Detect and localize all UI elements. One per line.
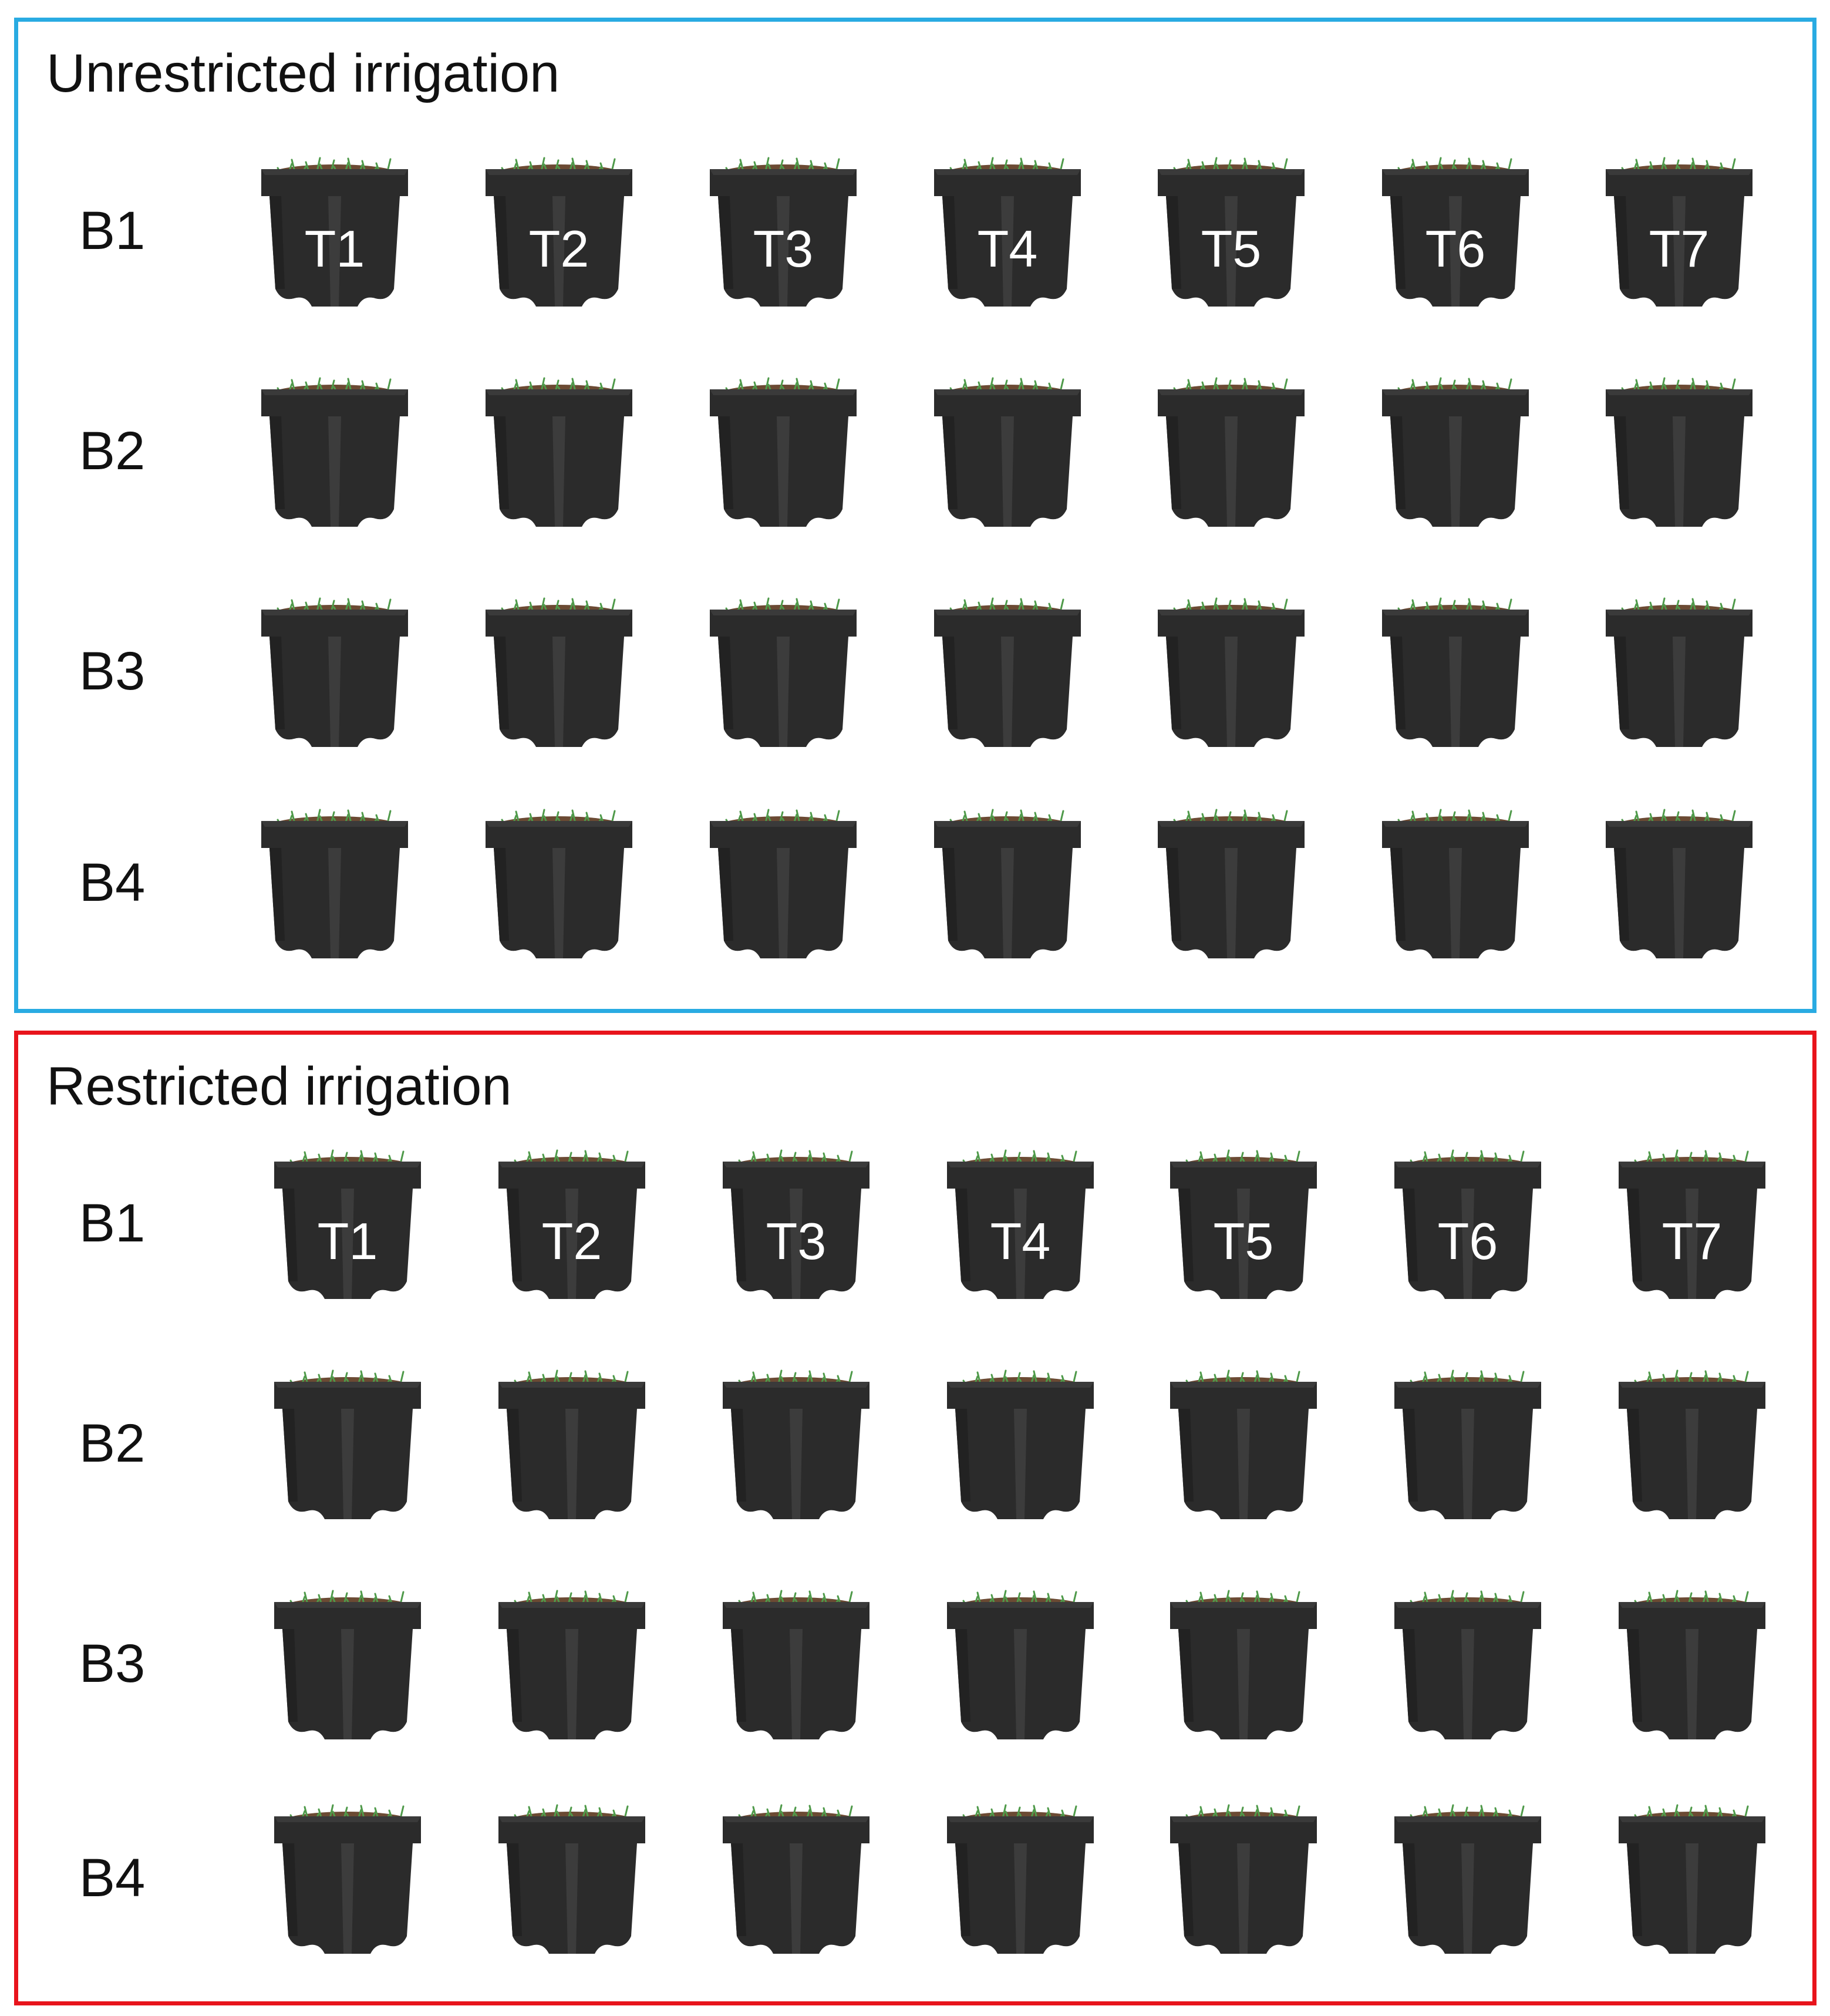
plant-pot-icon [1602,588,1756,753]
plant-pot-icon [931,368,1084,533]
plant-pot-icon [1602,368,1756,533]
plant-pot-icon: T5 [1154,148,1308,312]
block-label: B4 [79,853,146,913]
panel-title: Restricted irrigation [46,1056,512,1116]
plant-pot-icon [1391,1581,1545,1745]
treatment-label: T7 [1662,1212,1723,1270]
plant-pot-icon [719,1361,873,1525]
treatment-label: T1 [317,1212,378,1270]
block-label: B1 [79,201,146,261]
plant-pot-icon [495,1361,649,1525]
plant-pot-icon [495,1795,649,1960]
plant-pot-icon: T6 [1379,148,1532,312]
plant-pot-icon: T7 [1615,1140,1769,1305]
plant-pot-icon [1615,1361,1769,1525]
plant-pot-icon: T2 [482,148,636,312]
plant-pot-icon [931,588,1084,753]
plant-pot-icon: T2 [495,1140,649,1305]
plant-pot-icon [271,1581,424,1745]
plant-pot-icon: T3 [719,1140,873,1305]
plant-pot-icon [706,588,860,753]
plant-pot-icon [1379,800,1532,964]
plant-pot-icon [482,800,636,964]
treatment-label: T2 [528,220,589,278]
plant-pot-icon [1391,1361,1545,1525]
block-label: B2 [79,421,146,481]
plant-pot-icon [1167,1581,1320,1745]
plant-pot-icon [1602,800,1756,964]
plant-pot-icon: T6 [1391,1140,1545,1305]
block-label: B3 [79,1634,146,1694]
plant-pot-icon [1615,1581,1769,1745]
plant-pot-icon: T1 [271,1140,424,1305]
plant-pot-icon [258,800,412,964]
treatment-label: T4 [990,1212,1051,1270]
plant-pot-icon [1379,368,1532,533]
plant-pot-icon [1154,368,1308,533]
panel-title: Unrestricted irrigation [46,43,560,103]
treatment-label: T3 [766,1212,827,1270]
plant-pot-icon [1391,1795,1545,1960]
plant-pot-icon [943,1361,1097,1525]
treatment-label: T4 [977,220,1038,278]
plant-pot-icon [1167,1795,1320,1960]
block-label: B1 [79,1193,146,1253]
plant-pot-icon [1379,588,1532,753]
plant-pot-icon [495,1581,649,1745]
plant-pot-icon [719,1795,873,1960]
restricted-irrigation-panel: Restricted irrigation B1 T1 T2 T3 T4 T5 T6 T7 B2… [14,1031,1816,2005]
plant-pot-icon [1154,588,1308,753]
plant-pot-icon [258,368,412,533]
treatment-label: T5 [1201,220,1262,278]
plant-pot-icon [271,1361,424,1525]
treatment-label: T7 [1649,220,1710,278]
block-label: B2 [79,1413,146,1473]
plant-pot-icon [943,1581,1097,1745]
plant-pot-icon [706,368,860,533]
plant-pot-icon: T7 [1602,148,1756,312]
plant-pot-icon: T4 [943,1140,1097,1305]
treatment-label: T5 [1213,1212,1274,1270]
plant-pot-icon [943,1795,1097,1960]
plant-pot-icon: T1 [258,148,412,312]
plant-pot-icon [482,368,636,533]
treatment-label: T6 [1437,1212,1498,1270]
plant-pot-icon [258,588,412,753]
treatment-label: T1 [304,220,365,278]
treatment-label: T6 [1425,220,1486,278]
unrestricted-irrigation-panel: Unrestricted irrigation B1 T1 T2 T3 T4 T5 T6 T7… [14,18,1816,1013]
plant-pot-icon: T3 [706,148,860,312]
plant-pot-icon [482,588,636,753]
plant-pot-icon [1167,1361,1320,1525]
block-label: B3 [79,641,146,701]
block-label: B4 [79,1848,146,1908]
plant-pot-icon [719,1581,873,1745]
treatment-label: T3 [753,220,814,278]
plant-pot-icon: T5 [1167,1140,1320,1305]
plant-pot-icon [931,800,1084,964]
plant-pot-icon: T4 [931,148,1084,312]
plant-pot-icon [1615,1795,1769,1960]
plant-pot-icon [1154,800,1308,964]
treatment-label: T2 [541,1212,602,1270]
plant-pot-icon [706,800,860,964]
plant-pot-icon [271,1795,424,1960]
